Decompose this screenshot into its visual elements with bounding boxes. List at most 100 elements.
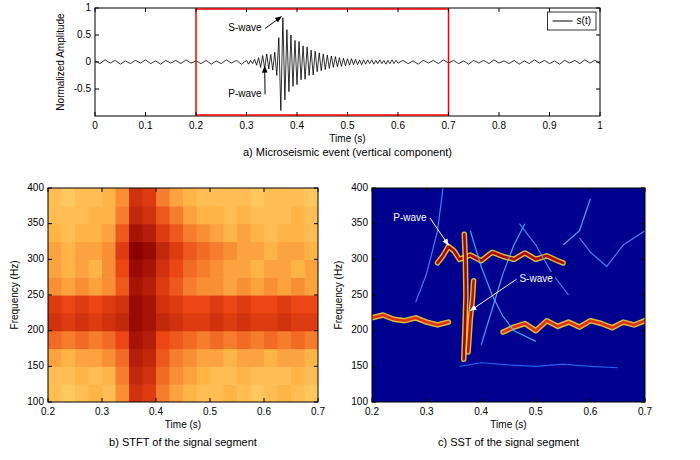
- heatmap-cell: [129, 242, 143, 260]
- y-tick-label: 150: [27, 360, 44, 371]
- y-tick-label: 0: [85, 56, 91, 67]
- heatmap-cell: [156, 384, 170, 402]
- x-tick: [318, 398, 319, 402]
- heatmap-cell: [210, 242, 224, 260]
- heatmap-cell: [143, 259, 157, 277]
- y-tick: [314, 223, 318, 224]
- heatmap-cell: [278, 331, 292, 349]
- heatmap-cell: [224, 366, 238, 384]
- heatmap-cell: [278, 259, 292, 277]
- heatmap-cell: [102, 331, 116, 349]
- heatmap-cell: [129, 206, 143, 224]
- heatmap-cell: [102, 188, 116, 206]
- heatmap-cell: [75, 349, 89, 367]
- x-tick: [246, 8, 247, 12]
- x-tick: [95, 112, 96, 116]
- heatmap-cell: [237, 277, 251, 295]
- heatmap-cell: [183, 277, 197, 295]
- y-tick: [372, 330, 376, 331]
- heatmap-cell: [183, 366, 197, 384]
- heatmap-cell: [89, 206, 103, 224]
- figure: 00.10.20.30.40.50.60.70.80.91-0.500.51Ti…: [0, 0, 700, 460]
- x-tick: [481, 398, 482, 402]
- y-tick: [596, 35, 600, 36]
- y-tick-label: 200: [351, 324, 368, 335]
- annotation-arrow: [430, 218, 448, 245]
- heatmap-cell: [170, 295, 184, 313]
- x-tick: [145, 112, 146, 116]
- x-tick: [196, 112, 197, 116]
- heatmap-cell: [170, 349, 184, 367]
- heatmap-cell: [129, 259, 143, 277]
- heatmap-cell: [143, 366, 157, 384]
- heatmap-cell: [89, 331, 103, 349]
- y-tick-label: 400: [27, 182, 44, 193]
- annotation-arrow: [264, 66, 265, 94]
- heatmap-cell: [116, 366, 130, 384]
- heatmap-cell: [224, 242, 238, 260]
- heatmap-cell: [116, 224, 130, 242]
- x-tick-label: 0.3: [95, 406, 109, 417]
- heatmap-cell: [291, 331, 305, 349]
- x-axis-title: Time (s): [329, 133, 365, 144]
- x-tick: [590, 188, 591, 192]
- x-tick: [210, 398, 211, 402]
- y-tick: [95, 8, 99, 9]
- x-tick-label: 0.3: [240, 120, 254, 131]
- heatmap-cell: [143, 331, 157, 349]
- heatmap-cell: [143, 206, 157, 224]
- annotation-arrow: [265, 17, 281, 29]
- heatmap-cell: [156, 224, 170, 242]
- heatmap-cell: [143, 242, 157, 260]
- legend-label: s(t): [577, 15, 591, 26]
- heatmap-cell: [48, 259, 62, 277]
- plot-area: [95, 8, 600, 116]
- heatmap-cell: [156, 349, 170, 367]
- heatmap-cell: [183, 259, 197, 277]
- heatmap-cell: [264, 277, 278, 295]
- x-tick: [481, 188, 482, 192]
- heatmap-cell: [48, 295, 62, 313]
- x-tick: [347, 112, 348, 116]
- x-tick: [600, 112, 601, 116]
- heatmap-cell: [278, 384, 292, 402]
- heatmap-cell: [264, 188, 278, 206]
- heatmap-cell: [305, 242, 319, 260]
- x-tick-label: 0.7: [442, 120, 456, 131]
- y-tick: [48, 402, 52, 403]
- x-tick: [48, 188, 49, 192]
- heatmap-cell: [143, 224, 157, 242]
- ridge-line: [464, 234, 466, 359]
- heatmap-cell: [278, 188, 292, 206]
- heatmap-cell: [75, 259, 89, 277]
- heatmap-cell: [251, 224, 265, 242]
- heatmap-cell: [102, 242, 116, 260]
- heatmap-cell: [237, 366, 251, 384]
- heatmap-cell: [170, 313, 184, 331]
- heatmap-cell: [210, 259, 224, 277]
- heatmap-cell: [305, 313, 319, 331]
- annotation-label: P-wave: [228, 88, 262, 99]
- heatmap-cell: [210, 188, 224, 206]
- heatmap-cell: [305, 384, 319, 402]
- heatmap-cell: [183, 331, 197, 349]
- heatmap-cell: [264, 224, 278, 242]
- heatmap-cell: [251, 331, 265, 349]
- y-tick-label: 150: [351, 360, 368, 371]
- y-tick-label: 0.5: [77, 29, 91, 40]
- heatmap-cell: [305, 277, 319, 295]
- x-tick-label: 0.4: [149, 406, 163, 417]
- panel: 0.20.30.40.50.60.7100150200250300350400T…: [9, 182, 326, 448]
- x-tick-label: 0: [92, 120, 98, 131]
- heatmap-cell: [156, 259, 170, 277]
- heatmap-cell: [291, 366, 305, 384]
- y-tick: [641, 402, 645, 403]
- heatmap-cell: [116, 313, 130, 331]
- ridge-line: [579, 231, 645, 267]
- ridge-line: [459, 363, 617, 368]
- heatmap-cell: [156, 206, 170, 224]
- heatmap-cell: [129, 331, 143, 349]
- heatmap-cell: [291, 188, 305, 206]
- x-tick: [499, 112, 500, 116]
- heatmap-cell: [224, 259, 238, 277]
